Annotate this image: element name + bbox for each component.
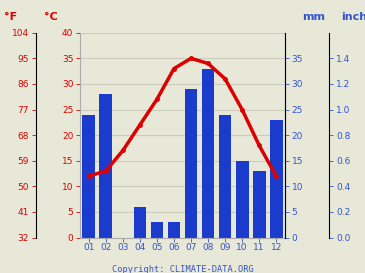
Bar [168, 222, 180, 238]
Text: °C: °C [44, 12, 58, 22]
Bar [99, 94, 112, 238]
Text: mm: mm [302, 12, 326, 22]
Bar [150, 222, 164, 238]
Bar [219, 115, 231, 238]
Bar [185, 89, 197, 238]
Text: Copyright: CLIMATE-DATA.ORG: Copyright: CLIMATE-DATA.ORG [112, 265, 253, 273]
Text: inch: inch [341, 12, 365, 22]
Bar [134, 207, 146, 238]
Bar [236, 161, 249, 238]
Bar [270, 120, 283, 238]
Text: °F: °F [4, 12, 18, 22]
Bar [82, 115, 95, 238]
Bar [201, 69, 214, 238]
Bar [253, 171, 265, 238]
